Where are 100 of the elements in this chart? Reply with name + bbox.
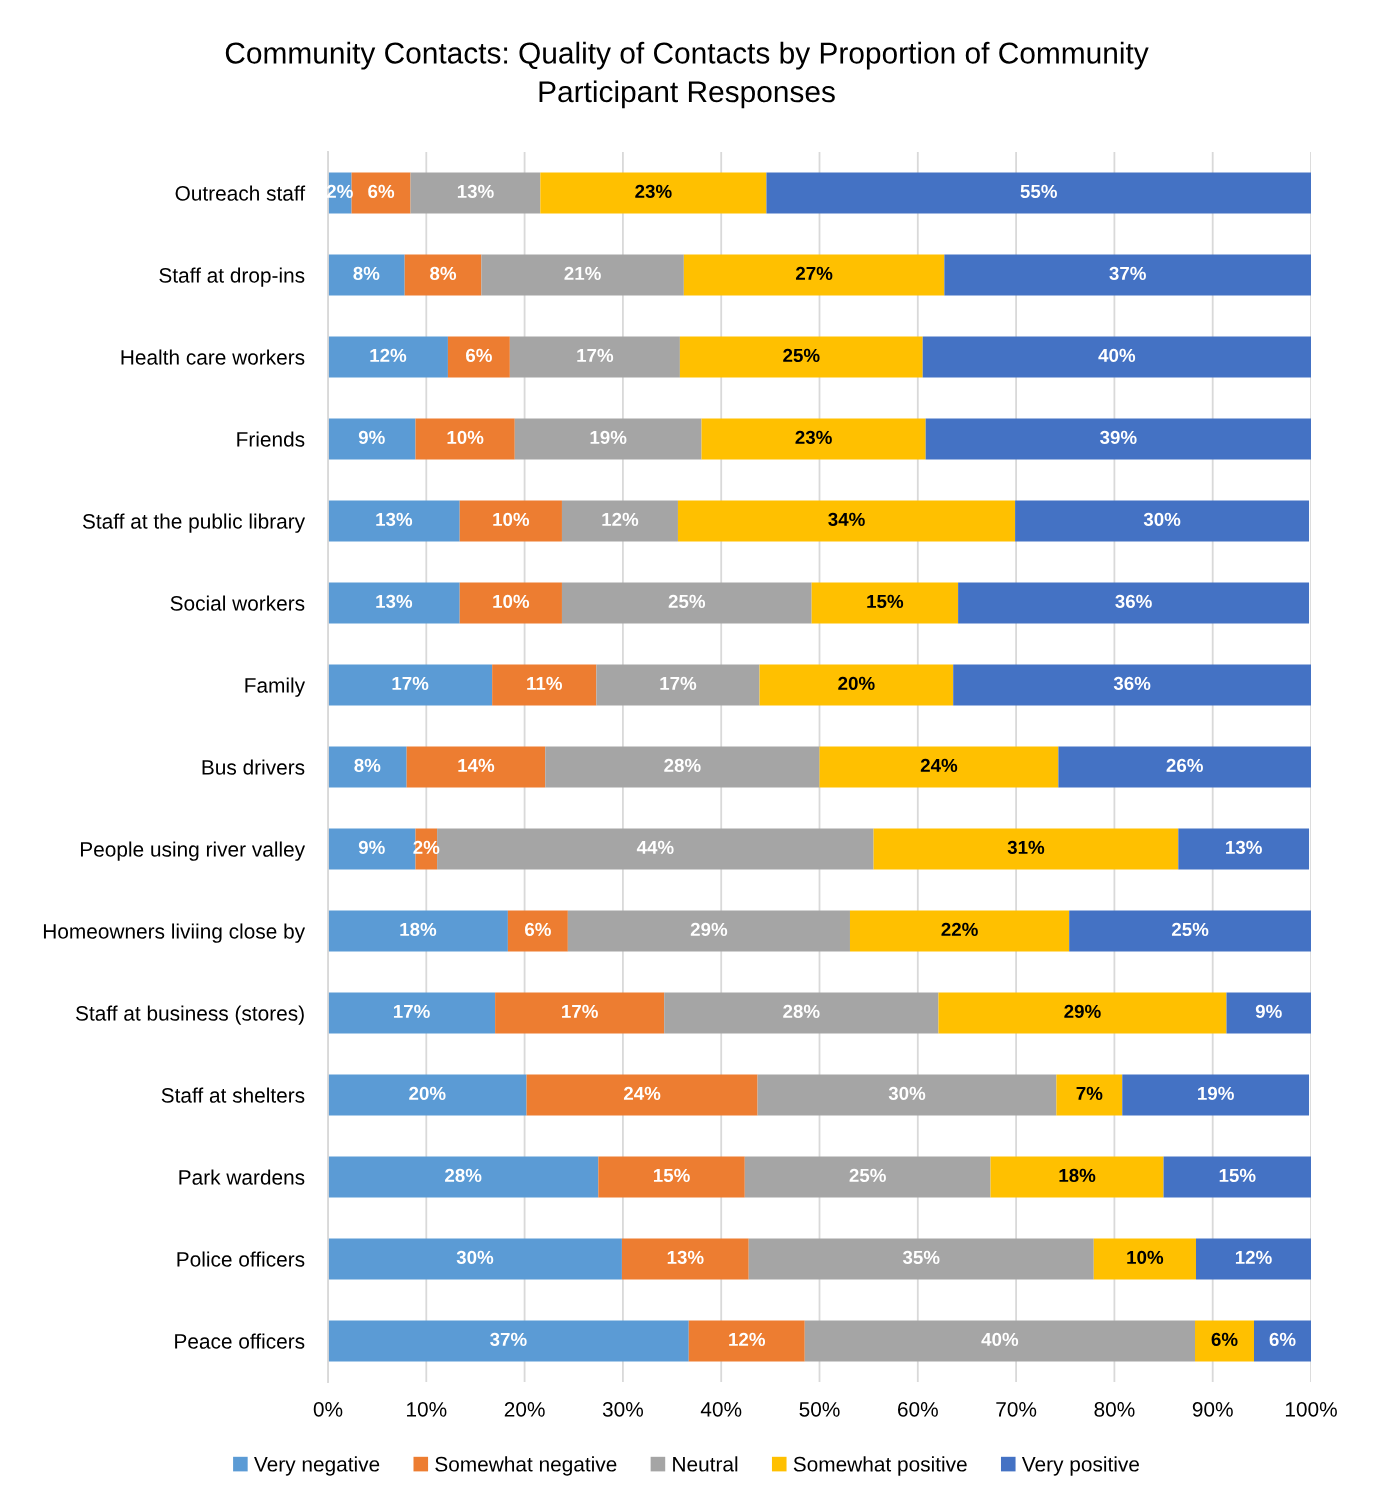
- legend-label: Neutral: [673, 1456, 738, 1472]
- y-tick-label: Staff at the public library: [82, 513, 306, 533]
- bar: [1163, 1156, 1311, 1198]
- data-label: 25%: [783, 348, 820, 363]
- x-tick-label: 30%: [602, 1401, 644, 1417]
- bar: [328, 664, 493, 706]
- x-tick-label: 20%: [504, 1401, 545, 1417]
- data-label: 40%: [1098, 348, 1136, 363]
- data-label: 15%: [867, 594, 904, 609]
- bar: [328, 910, 508, 952]
- y-tick-label: Health care workers: [121, 349, 305, 365]
- data-label: 10%: [493, 512, 530, 527]
- bar: [328, 500, 460, 542]
- bar: [495, 992, 665, 1034]
- data-label: 10%: [493, 594, 530, 609]
- bar: [1122, 1074, 1310, 1116]
- bar: [415, 418, 515, 460]
- bar: [328, 992, 496, 1034]
- bar: [953, 664, 1311, 706]
- data-label: 12%: [602, 512, 639, 526]
- bar: [561, 500, 678, 542]
- bar: [938, 992, 1227, 1034]
- data-label: 44%: [636, 840, 674, 854]
- data-label: 30%: [888, 1086, 926, 1101]
- bar: [811, 582, 959, 624]
- bar: [1058, 746, 1311, 788]
- bar: [328, 1238, 622, 1280]
- bar: [679, 336, 923, 378]
- bar: [683, 254, 945, 296]
- legend-label: Somewhat negative: [435, 1456, 617, 1476]
- data-label: 34%: [828, 512, 865, 527]
- data-label: 17%: [393, 1004, 430, 1018]
- y-tick-label: Friends: [237, 431, 305, 447]
- data-label: 13%: [457, 184, 494, 199]
- y-tick-label: Family: [245, 677, 306, 697]
- bar: [1069, 910, 1311, 952]
- y-tick-label: Police officers: [177, 1251, 305, 1267]
- legend-label: Very positive: [1021, 1456, 1139, 1476]
- data-label: 13%: [1226, 840, 1262, 855]
- bar: [958, 582, 1310, 624]
- data-label: 15%: [1219, 1168, 1256, 1183]
- bar: [459, 582, 562, 624]
- y-tick-label: Social workers: [170, 595, 305, 611]
- data-label: 8%: [353, 266, 380, 281]
- data-label: 17%: [392, 676, 429, 690]
- y-tick-label: Homeowners liviing close by: [43, 923, 306, 943]
- bar: [621, 1238, 749, 1280]
- data-label: 17%: [577, 348, 614, 362]
- data-label: 24%: [623, 1086, 661, 1100]
- bar: [748, 1238, 1094, 1280]
- bar: [925, 418, 1311, 460]
- bar: [328, 582, 460, 624]
- y-tick-label: Park wardens: [179, 1169, 305, 1185]
- data-label: 29%: [690, 922, 728, 937]
- data-label: 39%: [1100, 430, 1137, 445]
- data-label: 25%: [849, 1168, 886, 1183]
- x-tick-label: 80%: [1094, 1401, 1135, 1417]
- bar: [759, 664, 954, 706]
- y-tick-label: Bus drivers: [202, 759, 305, 775]
- data-label: 21%: [564, 266, 601, 280]
- data-label: 10%: [447, 430, 484, 445]
- bar: [540, 172, 767, 214]
- data-label: 26%: [1166, 758, 1203, 773]
- bar: [328, 1074, 527, 1116]
- data-label: 13%: [376, 512, 413, 527]
- data-label: 31%: [1007, 840, 1045, 855]
- data-label: 8%: [354, 758, 381, 773]
- data-label: 6%: [525, 922, 551, 937]
- data-label: 7%: [1076, 1086, 1103, 1100]
- bar: [1195, 1320, 1254, 1362]
- bar: [492, 664, 597, 706]
- y-tick-label: Staff at shelters: [161, 1087, 305, 1103]
- data-label: 13%: [667, 1250, 704, 1265]
- bar: [922, 336, 1311, 378]
- x-tick-label: 70%: [996, 1401, 1037, 1417]
- data-label: 6%: [368, 184, 395, 199]
- data-label: 35%: [902, 1250, 940, 1265]
- bar: [766, 172, 1311, 214]
- x-tick-label: 0%: [313, 1401, 343, 1417]
- data-label: 19%: [1198, 1086, 1234, 1101]
- data-label: 22%: [941, 922, 978, 936]
- data-label: 37%: [490, 1332, 527, 1347]
- data-label: 30%: [456, 1250, 494, 1265]
- bar: [596, 664, 760, 706]
- bar: [545, 746, 820, 788]
- data-label: 23%: [635, 184, 672, 199]
- data-label: 23%: [795, 430, 832, 445]
- data-label: 12%: [1235, 1250, 1272, 1264]
- bar: [819, 746, 1059, 788]
- y-tick-label: People using river valley: [80, 841, 306, 861]
- data-label: 18%: [400, 922, 437, 937]
- bar: [514, 418, 702, 460]
- data-label: 24%: [920, 758, 958, 772]
- bar: [757, 1074, 1057, 1116]
- y-tick-label: Staff at drop-ins: [159, 267, 305, 287]
- y-tick-label: Peace officers: [175, 1333, 305, 1349]
- data-label: 28%: [664, 758, 701, 773]
- data-label: 28%: [783, 1004, 820, 1019]
- bar: [849, 910, 1070, 952]
- bar: [561, 582, 812, 624]
